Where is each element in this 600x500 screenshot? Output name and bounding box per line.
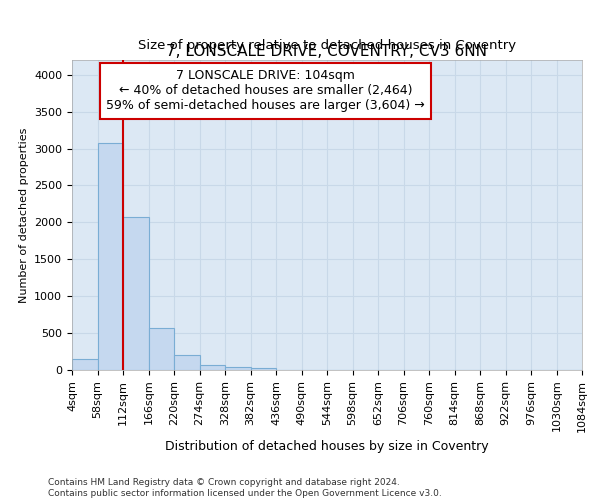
Bar [225, 367, 251, 370]
Bar [251, 368, 276, 370]
Text: 7 LONSCALE DRIVE: 104sqm
← 40% of detached houses are smaller (2,464)
59% of sem: 7 LONSCALE DRIVE: 104sqm ← 40% of detach… [106, 70, 425, 112]
Title: 7, LONSCALE DRIVE, COVENTRY, CV3 6NN: 7, LONSCALE DRIVE, COVENTRY, CV3 6NN [167, 44, 487, 59]
Text: Contains HM Land Registry data © Crown copyright and database right 2024.
Contai: Contains HM Land Registry data © Crown c… [48, 478, 442, 498]
Bar [72, 359, 97, 370]
Text: Size of property relative to detached houses in Coventry: Size of property relative to detached ho… [138, 40, 516, 52]
Bar [174, 354, 199, 370]
X-axis label: Distribution of detached houses by size in Coventry: Distribution of detached houses by size … [165, 440, 489, 453]
Y-axis label: Number of detached properties: Number of detached properties [19, 128, 29, 302]
Bar [123, 217, 149, 370]
Bar [149, 328, 174, 370]
Bar [200, 365, 225, 370]
Bar [97, 142, 123, 370]
